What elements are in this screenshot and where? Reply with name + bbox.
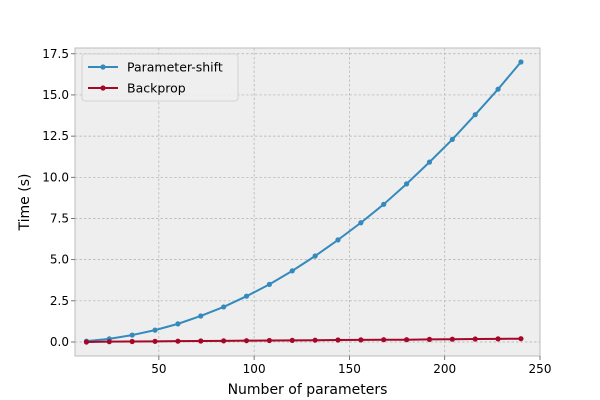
data-point-backprop — [495, 336, 501, 342]
x-tick-label: 200 — [433, 362, 456, 376]
data-point-parameter-shift — [335, 237, 341, 243]
x-axis-label: Number of parameters — [228, 382, 388, 398]
y-tick-label: 17.5 — [42, 47, 69, 61]
data-point-parameter-shift — [129, 332, 135, 338]
x-tick-label: 50 — [151, 362, 166, 376]
data-point-backprop — [358, 337, 364, 343]
legend-marker-parameter-shift — [100, 64, 106, 70]
legend-marker-backprop — [100, 85, 106, 91]
data-point-backprop — [381, 337, 387, 343]
data-point-parameter-shift — [449, 136, 455, 143]
data-point-backprop — [152, 338, 158, 344]
data-point-parameter-shift — [289, 268, 295, 274]
data-point-parameter-shift — [152, 327, 158, 333]
data-point-backprop — [472, 336, 478, 342]
data-point-parameter-shift — [518, 59, 524, 65]
data-point-backprop — [312, 337, 318, 343]
data-point-backprop — [198, 338, 204, 344]
data-point-backprop — [449, 336, 455, 342]
x-tick-label: 250 — [529, 362, 552, 376]
legend-label-parameter-shift: Parameter-shift — [127, 60, 223, 75]
y-tick-label: 7.5 — [50, 211, 69, 225]
data-point-backprop — [518, 336, 524, 342]
data-point-backprop — [426, 336, 433, 342]
series-layer — [83, 59, 524, 345]
legend: Parameter-shift Backprop — [81, 53, 239, 102]
x-tick-label: 150 — [338, 362, 361, 376]
data-point-backprop — [403, 337, 410, 343]
series-line-parameter-shift — [86, 61, 522, 343]
y-tick-label: 15.0 — [42, 88, 69, 102]
data-point-backprop — [129, 338, 135, 345]
data-point-parameter-shift — [403, 181, 410, 187]
y-tick-label: 0.0 — [50, 335, 69, 349]
data-point-parameter-shift — [495, 86, 501, 92]
y-tick-label: 10.0 — [42, 170, 69, 184]
legend-label-backprop: Backprop — [127, 81, 186, 96]
data-point-parameter-shift — [312, 253, 318, 259]
y-tick-label: 12.5 — [42, 129, 69, 143]
y-tick-label: 5.0 — [50, 253, 69, 267]
data-point-backprop — [243, 338, 250, 344]
data-point-backprop — [221, 338, 227, 344]
series-line-backprop — [86, 337, 521, 343]
data-point-parameter-shift — [358, 220, 364, 226]
data-point-parameter-shift — [472, 112, 478, 118]
plot-frame — [74, 47, 541, 357]
data-point-parameter-shift — [198, 313, 204, 319]
x-axis: 50 100 150 200 250 — [151, 356, 551, 376]
data-point-parameter-shift — [221, 304, 227, 310]
y-axis: 0.0 2.5 5.0 7.5 10.0 12.5 15.0 17.5 — [42, 47, 75, 349]
data-point-backprop — [289, 337, 295, 343]
y-tick-label: 2.5 — [50, 294, 69, 308]
data-point-backprop — [175, 338, 181, 344]
y-axis-label: Time (s) — [17, 174, 33, 232]
data-point-parameter-shift — [175, 321, 181, 327]
data-point-parameter-shift — [426, 159, 433, 165]
data-point-parameter-shift — [266, 281, 272, 287]
data-point-backprop — [266, 337, 272, 344]
x-tick-label: 100 — [243, 362, 266, 376]
legend-box — [81, 53, 239, 102]
data-point-backprop — [335, 337, 341, 343]
data-point-backprop — [83, 339, 90, 345]
data-point-parameter-shift — [381, 201, 387, 207]
data-point-parameter-shift — [243, 293, 250, 299]
data-point-backprop — [106, 339, 112, 345]
